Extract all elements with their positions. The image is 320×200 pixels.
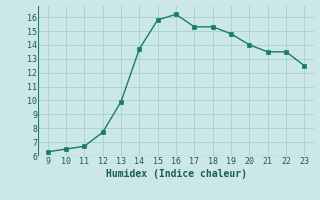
X-axis label: Humidex (Indice chaleur): Humidex (Indice chaleur) xyxy=(106,169,246,179)
